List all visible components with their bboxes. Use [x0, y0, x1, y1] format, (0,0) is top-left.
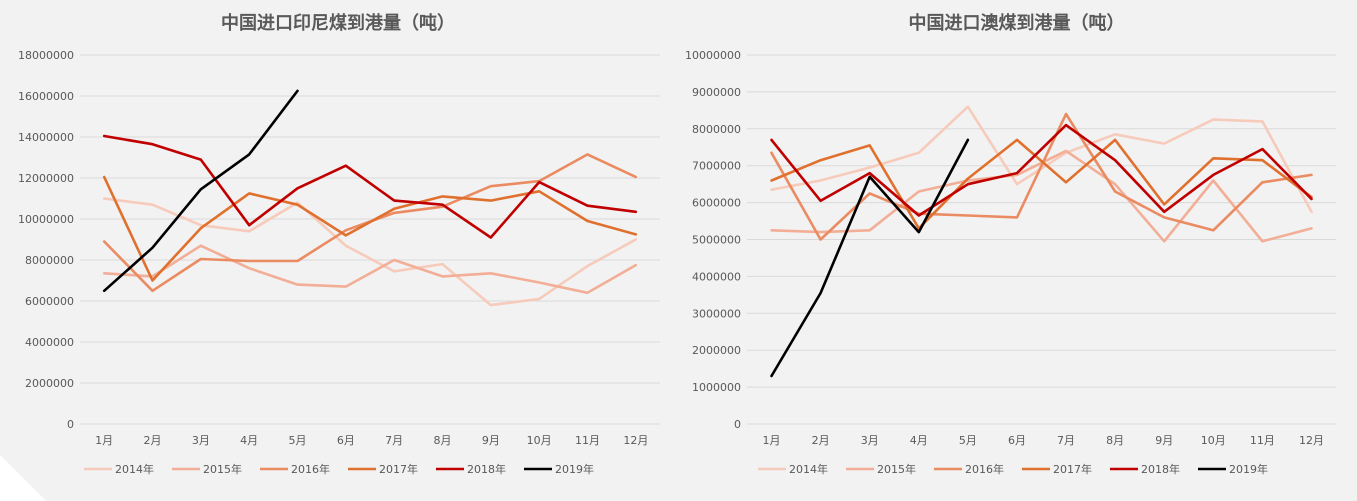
legend-label: 2017年 [379, 462, 418, 476]
legend-label: 2016年 [965, 462, 1004, 476]
x-tick-label: 8月 [1106, 434, 1124, 447]
series-line-6 [102, 89, 299, 293]
y-tick-label: 10000000 [685, 49, 741, 62]
x-tick-label: 7月 [1057, 434, 1075, 447]
chart-title: 中国进口澳煤到港量（吨） [908, 13, 1125, 34]
series-line-5 [770, 123, 1313, 217]
x-tick-label: 11月 [575, 434, 600, 447]
x-tick-label: 2月 [812, 434, 830, 447]
y-tick-label: 14000000 [18, 131, 74, 144]
legend-label: 2015年 [203, 462, 242, 476]
x-tick-label: 3月 [192, 434, 210, 447]
legend-label: 2016年 [291, 462, 330, 476]
chart-right-plot: 0 1000000 2000000 3000000 4000000 5000000 6000… [685, 49, 1336, 476]
x-tick-label: 7月 [385, 434, 403, 447]
y-tick-label: 5000000 [692, 234, 741, 247]
legend-label: 2018年 [467, 462, 506, 476]
x-tick-label: 6月 [1008, 434, 1026, 447]
y-tick-label: 10000000 [18, 213, 74, 226]
x-tick-label: 4月 [910, 434, 928, 447]
y-tick-label: 3000000 [692, 307, 741, 320]
y-tick-label: 8000000 [25, 254, 74, 267]
x-tick-label: 3月 [861, 434, 879, 447]
y-tick-label: 2000000 [25, 377, 74, 390]
series-line-2 [102, 244, 638, 295]
x-tick-label: 5月 [959, 434, 977, 447]
series-line-4 [770, 138, 1313, 230]
legend-label: 2015年 [877, 462, 916, 476]
x-tick-label: 9月 [482, 434, 500, 447]
series-line-3 [770, 112, 1313, 241]
chart-left-plot: 0 2000000 4000000 6000000 8000000 10000000 120… [18, 49, 660, 476]
x-tick-label: 2月 [144, 434, 162, 447]
y-tick-label: 6000000 [692, 197, 741, 210]
legend-label: 2019年 [555, 462, 594, 476]
y-tick-label: 16000000 [18, 90, 74, 103]
x-tick-label: 6月 [337, 434, 355, 447]
y-tick-label: 8000000 [692, 123, 741, 136]
y-tick-label: 9000000 [692, 86, 741, 99]
legend-label: 2014年 [789, 462, 828, 476]
x-tick-label: 1月 [763, 434, 781, 447]
x-tick-label: 1月 [95, 434, 113, 447]
x-tick-label: 12月 [1299, 434, 1324, 447]
y-tick-label: 0 [734, 418, 741, 431]
x-tick-label: 4月 [240, 434, 258, 447]
series-line-4 [102, 175, 638, 282]
x-tick-label: 11月 [1250, 434, 1275, 447]
x-tick-label: 9月 [1155, 434, 1173, 447]
page-corner-decoration [0, 455, 46, 501]
y-tick-label: 12000000 [18, 172, 74, 185]
y-tick-label: 4000000 [25, 336, 74, 349]
series-line-1 [102, 197, 638, 307]
legend-label: 2014年 [115, 462, 154, 476]
y-tick-label: 4000000 [692, 270, 741, 283]
x-tick-label: 12月 [623, 434, 648, 447]
chart-right: 中国进口澳煤到港量（吨） 0 1000000 2000000 3000000 40000… [676, 0, 1357, 501]
x-tick-label: 10月 [527, 434, 552, 447]
x-tick-label: 8月 [434, 434, 452, 447]
y-tick-label: 18000000 [18, 49, 74, 62]
x-tick-label: 10月 [1201, 434, 1226, 447]
legend-label: 2019年 [1229, 462, 1268, 476]
y-tick-label: 7000000 [692, 160, 741, 173]
series-line-6 [770, 138, 970, 378]
legend-label: 2017年 [1053, 462, 1092, 476]
y-tick-label: 1000000 [692, 381, 741, 394]
legend-label: 2018年 [1141, 462, 1180, 476]
series-line-5 [102, 134, 638, 239]
y-tick-label: 0 [67, 418, 74, 431]
chart-title: 中国进口印尼煤到港量（吨） [221, 13, 455, 34]
x-tick-label: 5月 [289, 434, 307, 447]
y-tick-label: 6000000 [25, 295, 74, 308]
y-tick-label: 2000000 [692, 344, 741, 357]
chart-left: 中国进口印尼煤到港量（吨） 0 2000000 4000000 6000000 8000… [0, 0, 676, 501]
